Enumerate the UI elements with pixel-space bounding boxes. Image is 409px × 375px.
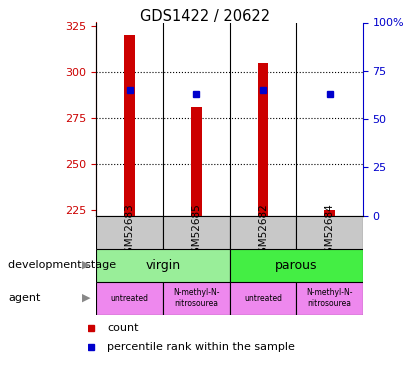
Text: ▶: ▶ [82,293,90,303]
Bar [96,216,162,249]
Bar [162,216,229,249]
Bar [96,249,229,282]
Bar [257,63,267,216]
Bar [229,249,362,282]
Text: untreated: untreated [110,294,148,303]
Text: percentile rank within the sample: percentile rank within the sample [107,342,294,352]
Text: parous: parous [274,259,317,272]
Text: agent: agent [8,293,40,303]
Bar [191,107,201,216]
Bar [295,282,362,315]
Bar [295,216,362,249]
Bar [162,282,229,315]
Text: GDS1422 / 20622: GDS1422 / 20622 [139,9,270,24]
Text: untreated: untreated [243,294,281,303]
Text: GSM52682: GSM52682 [257,204,267,261]
Text: count: count [107,323,139,333]
Text: GSM52683: GSM52683 [124,204,134,261]
Bar [229,216,295,249]
Text: N-methyl-N-
nitrosourea: N-methyl-N- nitrosourea [173,288,219,308]
Text: GSM52684: GSM52684 [324,204,334,261]
Text: N-methyl-N-
nitrosourea: N-methyl-N- nitrosourea [306,288,352,308]
Text: development stage: development stage [8,260,116,270]
Text: virgin: virgin [145,259,180,272]
Bar [229,282,295,315]
Bar [124,35,135,216]
Bar [96,282,162,315]
Text: ▶: ▶ [82,260,90,270]
Text: GSM52685: GSM52685 [191,204,201,261]
Bar [324,210,334,216]
